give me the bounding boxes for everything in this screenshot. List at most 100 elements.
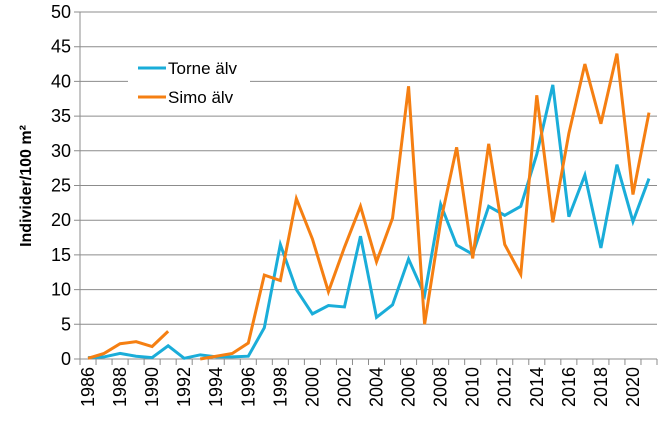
y-tick-label: 40 [51,71,71,91]
data-point [215,355,218,358]
x-tick-label: 1990 [142,367,162,407]
data-point [391,217,394,220]
data-point [503,214,506,217]
data-point [407,85,410,88]
y-tick-label: 15 [51,245,71,265]
data-point [199,353,202,356]
data-point [359,235,362,238]
data-point [599,122,602,125]
x-tick-label: 2000 [302,367,322,407]
legend: Torne älv Simo älv [128,50,250,112]
x-tick-label: 2008 [431,367,451,407]
series-line-simo-alv [87,330,170,360]
data-point [487,205,490,208]
data-point [439,203,442,206]
data-point [167,344,170,347]
data-point [567,132,570,135]
data-point [135,340,138,343]
data-point [375,316,378,319]
series-lines [87,53,651,361]
series-line-torne-alv [87,84,651,360]
y-tick-label: 25 [51,176,71,196]
data-point [391,303,394,306]
data-point [535,94,538,97]
x-tick-label: 2004 [367,367,387,407]
x-tick-label: 2006 [399,367,419,407]
x-tick-label: 1988 [110,367,130,407]
data-point [519,205,522,208]
x-tick-label: 2002 [334,367,354,407]
data-point [327,290,330,293]
series-line-simo-alv [199,53,651,361]
data-point [119,352,122,355]
x-tick-label: 1992 [174,367,194,407]
data-point [583,63,586,66]
data-point [327,304,330,307]
data-point [487,142,490,145]
y-tick-label: 10 [51,280,71,300]
data-point [247,355,250,358]
data-point [295,288,298,291]
data-point [151,345,154,348]
data-point [343,305,346,308]
y-tick-label: 5 [61,314,71,334]
y-tick-label: 35 [51,106,71,126]
gridlines [74,11,657,325]
data-point [343,246,346,249]
x-tick-label: 2014 [527,367,547,407]
y-tick-label: 0 [61,349,71,369]
data-point [375,260,378,263]
x-tick-label: 2018 [591,367,611,407]
data-point [423,323,426,326]
legend-background [128,50,250,112]
x-tick-label: 1994 [206,367,226,407]
y-tick-label: 50 [51,2,71,22]
x-tick-label: 2012 [495,367,515,407]
data-point [647,111,650,114]
data-point [551,221,554,224]
data-point [631,193,634,196]
data-point [583,174,586,177]
data-point [455,146,458,149]
y-tick-label: 30 [51,141,71,161]
data-point [455,244,458,247]
data-point [135,355,138,358]
x-tick-label: 1996 [238,367,258,407]
x-tick-label: 2010 [463,367,483,407]
data-point [503,243,506,246]
x-tick-label: 1998 [270,367,290,407]
data-point [631,220,634,223]
data-point [647,177,650,180]
data-point [311,312,314,315]
data-point [199,358,202,361]
data-point [359,205,362,208]
data-point [439,220,442,223]
data-point [263,274,266,277]
data-point [231,352,234,355]
data-point [247,342,250,345]
data-point [567,215,570,218]
x-tick-label: 1986 [78,367,98,407]
data-point [279,279,282,282]
data-point [103,355,106,358]
data-point [615,163,618,166]
x-tick-label: 2020 [623,367,643,407]
data-point [535,153,538,156]
data-point [471,257,474,260]
legend-label: Simo älv [168,88,234,107]
data-point [183,357,186,360]
y-tick-labels: 0 5 10 15 20 25 30 35 40 45 50 [51,2,71,369]
data-point [119,342,122,345]
data-point [231,355,234,358]
legend-label: Torne älv [168,59,237,78]
data-point [519,273,522,276]
data-point [551,83,554,86]
data-point [87,357,90,360]
x-tick-label: 2016 [559,367,579,407]
x-tick-labels: 1986 1988 1990 1992 1994 1996 1998 2000 2002 2004… [78,367,643,407]
data-point [167,330,170,333]
data-point [407,258,410,261]
y-tick-label: 45 [51,37,71,57]
data-point [599,246,602,249]
